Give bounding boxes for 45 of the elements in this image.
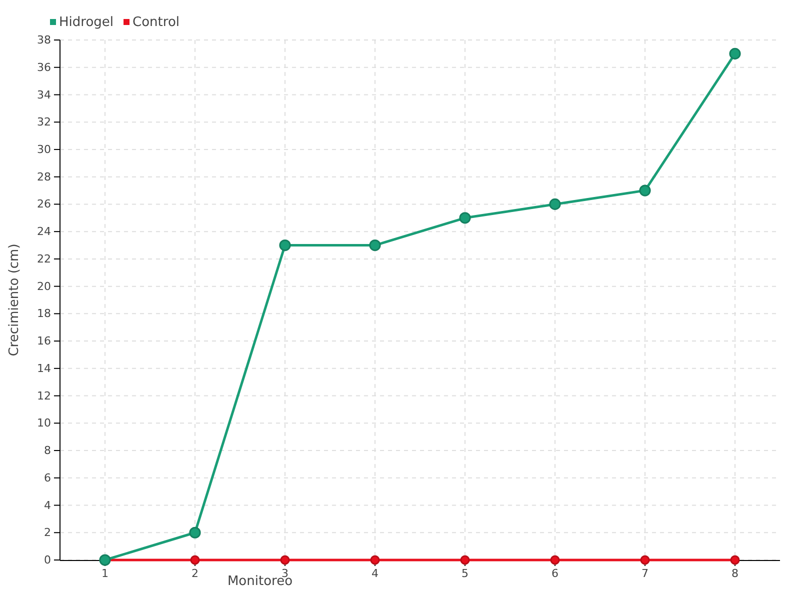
y-tick-label: 24 <box>37 225 51 238</box>
y-tick-label: 26 <box>37 198 51 211</box>
point <box>549 198 561 210</box>
point <box>280 555 290 565</box>
y-tick-label: 32 <box>37 116 51 129</box>
point <box>370 555 380 565</box>
y-tick-label: 18 <box>37 307 51 320</box>
y-tick-label: 8 <box>44 444 51 458</box>
x-tick-label: 1 <box>102 566 108 580</box>
point <box>189 526 201 538</box>
x-tick-label: 7 <box>642 566 648 580</box>
y-tick-label: 12 <box>37 389 51 402</box>
x-tick-label: 4 <box>372 566 378 580</box>
point <box>729 48 741 60</box>
y-tick-label: 10 <box>37 416 51 430</box>
point <box>190 555 200 565</box>
y-tick-label: 6 <box>44 471 51 484</box>
y-tick-label: 0 <box>44 554 51 567</box>
point <box>460 555 470 565</box>
x-tick-label: 5 <box>462 566 468 580</box>
y-tick-label: 30 <box>37 142 51 156</box>
y-tick-label: 14 <box>37 362 51 375</box>
y-tick-label: 22 <box>37 252 51 266</box>
x-tick-label: 6 <box>552 566 558 580</box>
y-tick-label: 36 <box>37 60 51 74</box>
point <box>369 239 381 252</box>
point <box>550 555 560 565</box>
legend-label: Hidrogel <box>59 15 114 30</box>
y-tick-label: 2 <box>44 526 51 540</box>
x-tick-label: 2 <box>192 566 198 580</box>
point <box>730 555 740 565</box>
point <box>639 184 651 196</box>
y-tick-label: 4 <box>44 498 51 512</box>
x-axis-title: Monitoreo <box>227 574 293 589</box>
y-tick-label: 20 <box>37 280 51 293</box>
point <box>459 212 471 224</box>
y-tick-label: 16 <box>37 334 51 348</box>
y-tick-label: 28 <box>37 170 51 184</box>
y-tick-label: 34 <box>37 88 51 102</box>
x-tick-label: 8 <box>732 566 738 580</box>
legend-label: Control <box>132 15 180 30</box>
y-tick-label: 38 <box>37 34 51 47</box>
y-axis-title: Crecimiento (cm) <box>7 244 22 356</box>
point <box>279 239 291 252</box>
point <box>640 555 650 565</box>
